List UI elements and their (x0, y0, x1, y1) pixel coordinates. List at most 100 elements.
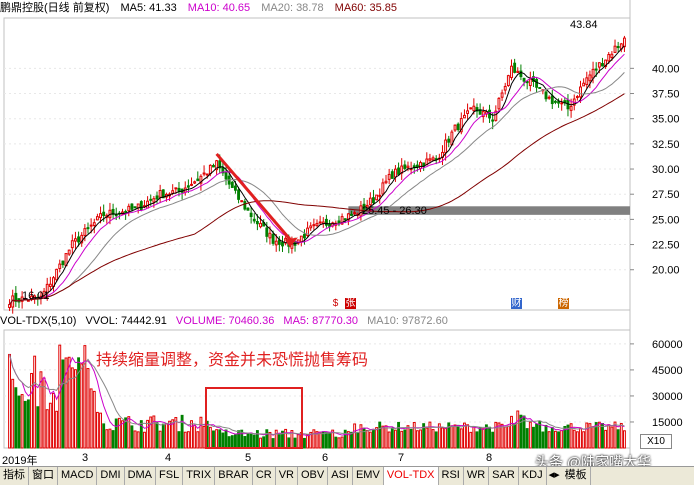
candle-body (368, 197, 372, 206)
tab-dma[interactable]: DMA (125, 467, 157, 485)
volume-bar (365, 429, 369, 449)
candle-body (277, 239, 281, 245)
volume-bar (61, 359, 65, 449)
candle-body (607, 54, 611, 62)
volume-bar (284, 428, 288, 449)
scale-button[interactable]: X10 (640, 434, 672, 449)
tab-sar[interactable]: SAR (489, 467, 519, 485)
volume-bar (221, 432, 225, 449)
candle-body (406, 165, 410, 169)
volume-bar (550, 427, 554, 449)
volume-bar (610, 426, 614, 449)
annotation-text: 持续缩量调整，资金并未恐慌抛售筹码 (96, 352, 369, 369)
volume-bar (114, 418, 118, 449)
price-tick-label: 37.50 (652, 89, 680, 101)
candle-body (472, 105, 476, 112)
tab-wr[interactable]: WR (464, 467, 490, 485)
candle-body (268, 232, 272, 239)
volume-bar (259, 437, 262, 449)
tab-obv[interactable]: OBV (298, 467, 329, 485)
indicator-toolbar: 指标 窗口 MACD DMI DMA FSL TRIX BRAR CR VR O… (0, 466, 694, 485)
volume-bar (303, 437, 306, 449)
volume-bar (613, 421, 617, 449)
rank-marker[interactable]: 榜 (558, 298, 569, 309)
candle-body (516, 70, 520, 73)
candle-body (384, 180, 388, 184)
tab-cr[interactable]: CR (253, 467, 276, 485)
candle-body (177, 187, 181, 192)
volume-bar (45, 409, 49, 449)
volume-bar (340, 436, 344, 449)
volume-bar (569, 423, 573, 449)
volume-bar (117, 417, 121, 449)
candle-body (594, 68, 598, 71)
tab-macd[interactable]: MACD (58, 467, 98, 485)
date-label: 6 (322, 452, 329, 464)
tab-vol-tdx[interactable]: VOL-TDX (383, 467, 439, 485)
volume-bar (121, 420, 124, 449)
volume-bar (481, 428, 485, 449)
volume-bar (199, 416, 203, 449)
volume-bar (497, 422, 501, 449)
volume-bar (102, 423, 106, 449)
finance-marker[interactable]: 财 (511, 298, 522, 309)
candle-body (350, 213, 353, 216)
tab-emv[interactable]: EMV (353, 467, 384, 485)
tab-kdj[interactable]: KDJ (519, 467, 547, 485)
tab-brar[interactable]: BRAR (215, 467, 253, 485)
volume-bar (149, 416, 153, 449)
volume-bar (215, 429, 219, 449)
volume-bar (246, 433, 250, 449)
volume-bar (415, 430, 419, 449)
vol-indicator[interactable]: VOL-TDX(5,10) (0, 315, 77, 327)
volume-bar (262, 436, 266, 449)
dividend-marker[interactable]: $ (332, 298, 339, 309)
candle-body (86, 227, 90, 230)
tab-indicator[interactable]: 指标 (0, 467, 29, 485)
candle-body (309, 225, 313, 229)
volume-bar (52, 392, 55, 449)
volume-bar (541, 431, 545, 449)
resistance-band (348, 206, 630, 215)
volume-bar (334, 436, 338, 449)
volume-bar (64, 357, 68, 449)
candle-body (365, 204, 369, 208)
tab-fsl[interactable]: FSL (156, 467, 184, 485)
tab-asi[interactable]: ASI (328, 467, 353, 485)
decline-arrowhead (284, 237, 298, 248)
volume-bar (77, 357, 81, 449)
candle-body (601, 63, 604, 67)
tab-window[interactable]: 窗口 (29, 467, 58, 485)
limit-marker[interactable]: 张 (345, 298, 356, 309)
tab-dmi[interactable]: DMI (97, 467, 125, 485)
candle-body (359, 205, 363, 217)
volume-bar (42, 377, 46, 449)
tab-trix[interactable]: TRIX (183, 467, 216, 485)
tab-vr[interactable]: VR (276, 467, 298, 485)
candle-body (303, 233, 306, 239)
volume-bar (136, 431, 140, 449)
volume-bar (58, 344, 62, 449)
stock-chart[interactable]: 20.00 22.50 25.00 27.50 30.00 32.50 35.00 37.50… (0, 0, 694, 466)
candle-body (127, 205, 131, 212)
candle-body (215, 160, 219, 171)
price-tick-label: 32.50 (652, 139, 680, 151)
volume-bar (456, 424, 460, 449)
volume-bar (111, 430, 115, 449)
candle-body (155, 195, 159, 200)
candle-body (522, 77, 526, 82)
candle-body (252, 218, 256, 222)
candle-body (616, 46, 620, 49)
candle-body (403, 164, 407, 169)
candle-body (337, 220, 341, 224)
scroll-arrows[interactable]: ◂▸ (548, 469, 560, 481)
candle-body (99, 213, 102, 219)
volume-bar (328, 432, 331, 449)
tab-rsi[interactable]: RSI (439, 467, 464, 485)
stock-title[interactable]: 鹏鼎控股(日线 前复权) (0, 2, 110, 14)
volume-bar (469, 431, 473, 449)
volume-bar (252, 434, 256, 449)
candle-body (497, 97, 501, 110)
volume-bar (375, 427, 379, 449)
template-button[interactable]: 模板 (562, 467, 591, 485)
